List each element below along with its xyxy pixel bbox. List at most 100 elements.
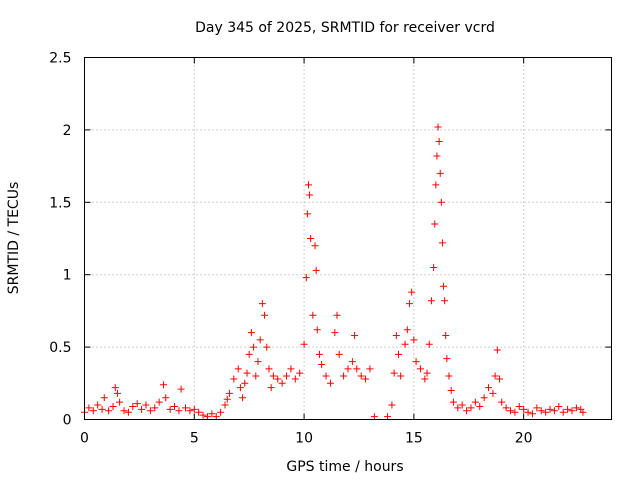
- plot-frame: [84, 57, 612, 420]
- data-point: [449, 398, 457, 406]
- grid: [84, 57, 612, 420]
- data-point: [454, 404, 462, 412]
- data-point: [348, 358, 356, 366]
- data-point: [100, 394, 108, 402]
- x-tick-label: 10: [295, 431, 313, 447]
- y-tick-label: 2: [63, 123, 72, 139]
- y-axis-label: SRMTID / TECUs: [6, 182, 22, 295]
- data-point: [313, 326, 321, 334]
- data-point: [506, 407, 514, 415]
- data-point: [392, 332, 400, 340]
- data-point: [405, 300, 413, 308]
- data-point: [263, 343, 271, 351]
- data-point: [85, 404, 93, 412]
- data-point: [236, 384, 244, 392]
- data-point: [129, 402, 137, 410]
- data-point: [480, 394, 488, 402]
- data-point: [528, 410, 536, 418]
- y-tick-label: 1.5: [49, 195, 71, 211]
- data-point: [160, 381, 168, 389]
- data-point: [245, 350, 253, 358]
- data-point: [401, 340, 409, 348]
- data-point: [296, 369, 304, 377]
- data-point: [155, 398, 163, 406]
- data-point: [203, 413, 211, 421]
- data-point: [432, 181, 440, 189]
- data-point: [267, 384, 275, 392]
- data-point: [195, 408, 203, 416]
- data-point: [427, 297, 435, 305]
- data-point: [124, 408, 132, 416]
- data-point: [331, 329, 339, 337]
- data-point: [265, 365, 273, 373]
- data-point: [502, 404, 510, 412]
- data-point: [511, 408, 519, 416]
- data-point: [443, 355, 451, 363]
- data-point: [395, 350, 403, 358]
- data-point: [485, 384, 493, 392]
- data-point: [572, 404, 580, 412]
- data-point: [564, 405, 572, 413]
- data-point: [254, 358, 262, 366]
- data-point: [258, 300, 266, 308]
- data-point: [217, 408, 225, 416]
- data-point: [515, 402, 523, 410]
- data-point: [133, 400, 141, 408]
- data-point: [256, 336, 264, 344]
- data-point: [408, 288, 416, 296]
- data-point: [116, 398, 124, 406]
- data-point: [162, 394, 170, 402]
- data-point: [212, 413, 220, 421]
- y-tick-label: 2.5: [49, 51, 71, 67]
- data-point: [410, 336, 418, 344]
- data-point: [520, 405, 528, 413]
- data-point: [177, 385, 185, 393]
- data-point: [388, 401, 396, 409]
- data-point: [471, 398, 479, 406]
- data-point: [425, 340, 433, 348]
- data-point: [190, 405, 198, 413]
- data-point: [559, 408, 567, 416]
- data-point: [287, 365, 295, 373]
- data-point: [318, 360, 326, 368]
- data-point: [489, 389, 497, 397]
- data-point: [171, 402, 179, 410]
- data-point: [278, 379, 286, 387]
- data-point: [311, 242, 319, 250]
- chart-title: Day 345 of 2025, SRMTID for receiver vcr…: [195, 20, 495, 36]
- data-point: [113, 389, 121, 397]
- data-point: [109, 402, 117, 410]
- data-point: [151, 404, 159, 412]
- data-point: [436, 169, 444, 177]
- data-point: [579, 408, 587, 416]
- data-point: [430, 263, 438, 271]
- data-point: [353, 365, 361, 373]
- data-point: [335, 350, 343, 358]
- data-point: [274, 375, 282, 383]
- data-point: [307, 235, 315, 242]
- data-point: [304, 181, 312, 189]
- data-point: [458, 401, 466, 409]
- data-point: [120, 407, 128, 415]
- data-point: [175, 407, 183, 415]
- data-point: [302, 274, 310, 282]
- data-point: [533, 404, 541, 412]
- data-point: [463, 407, 471, 415]
- data-point: [555, 402, 563, 410]
- data-point: [351, 332, 359, 340]
- data-point: [344, 365, 352, 373]
- data-point: [239, 394, 247, 402]
- data-point: [111, 384, 119, 392]
- data-point: [94, 401, 102, 409]
- data-point: [225, 389, 233, 397]
- data-point: [550, 407, 558, 415]
- data-point: [438, 239, 446, 247]
- x-tick-label: 0: [80, 431, 89, 447]
- data-point: [542, 408, 550, 416]
- data-point: [300, 340, 308, 348]
- data-point: [435, 137, 443, 145]
- data-point: [524, 408, 532, 416]
- data-point: [467, 404, 475, 412]
- data-point: [89, 407, 97, 415]
